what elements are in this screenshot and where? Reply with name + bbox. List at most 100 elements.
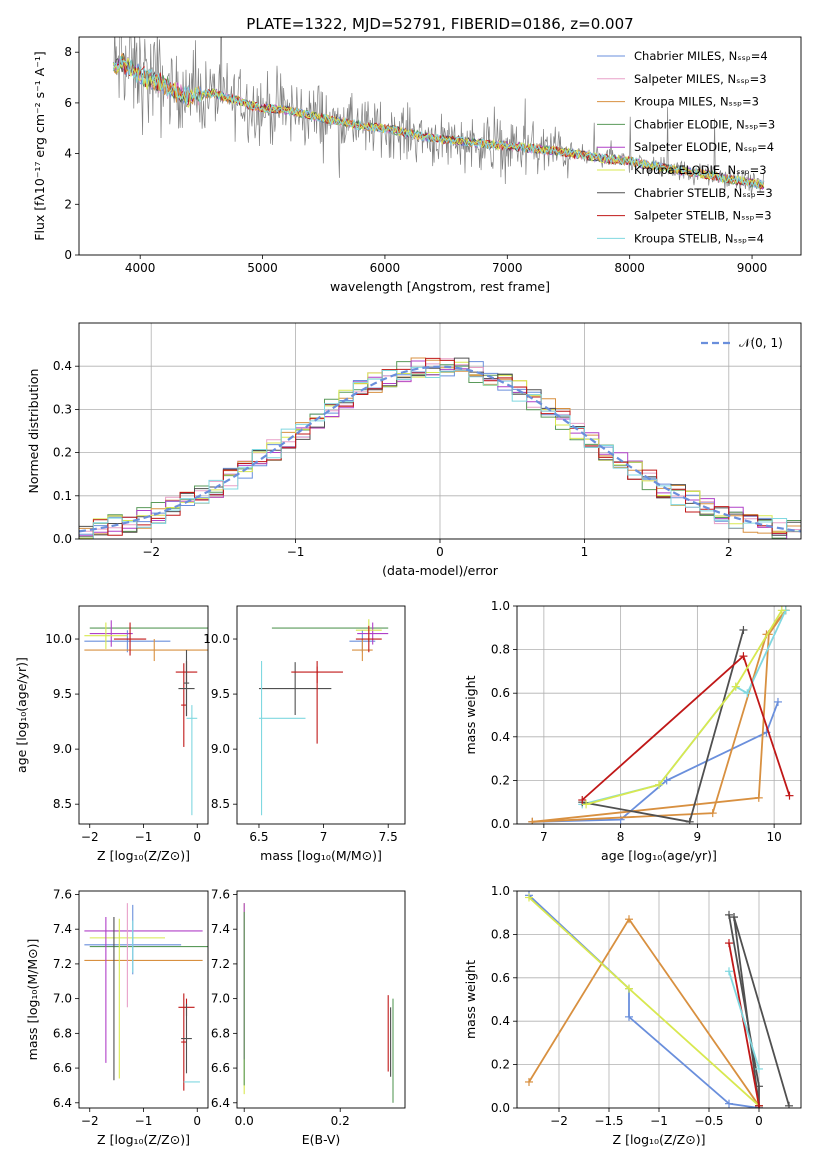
x-tick-label: 8000 <box>614 261 645 275</box>
x-tick-label: 9000 <box>737 261 768 275</box>
axes-frame <box>78 322 802 540</box>
x-tick-label: 1 <box>581 545 589 559</box>
gaussian-reference-curve <box>79 365 801 533</box>
y-tick-label: 7.0 <box>53 992 72 1006</box>
mass-weight-series-line <box>585 609 783 806</box>
x-tick-label: 8 <box>617 830 625 844</box>
x-axis-label: Z [log₁₀(Z/Z⊙)] <box>613 1132 706 1147</box>
y-tick-label: 6.6 <box>211 1061 230 1075</box>
x-tick-label: 7 <box>320 830 328 844</box>
x-tick-label: 6000 <box>370 261 401 275</box>
y-axis-label: mass [log₁₀(M/M⊙)] <box>25 939 40 1061</box>
x-tick-label: 4000 <box>125 261 156 275</box>
y-tick-label: 0.1 <box>53 489 72 503</box>
residual-histogram-panel: −2 −1 0 1 2 0.0 0.1 0.2 0.3 0.4 (data-model)/error… <box>26 322 802 578</box>
legend-entry: Chabrier ELODIE, Nₛₛₚ=3 <box>634 117 775 131</box>
x-tick-label: 2 <box>725 545 733 559</box>
x-axis-label: (data-model)/error <box>382 563 499 578</box>
y-tick-label: 4 <box>64 147 72 161</box>
y-tick-label: 7.6 <box>211 887 230 901</box>
mass-weight-vs-metallicity-panel: −2 −1.5 −1 −0.5 0 0.0 0.2 0.4 0.6 0.8 1.0 Z [log₁₀(… <box>463 884 802 1147</box>
legend-entry: Chabrier STELIB, Nₛₛₚ=3 <box>634 186 773 200</box>
plot-area <box>79 323 801 539</box>
y-tick-label: 0.0 <box>491 1101 510 1115</box>
mass-weight-series-line <box>728 971 760 1070</box>
y-tick-label: 1.0 <box>491 599 510 613</box>
y-tick-label: 0.2 <box>53 446 72 460</box>
figure-title: PLATE=1322, MJD=52791, FIBERID=0186, z=0… <box>246 15 633 33</box>
x-axis-label: mass [log₁₀(M/M⊙)] <box>260 848 382 863</box>
mass-weight-series-line <box>532 609 787 823</box>
y-tick-label: 9.5 <box>211 687 230 701</box>
x-tick-label: −2 <box>81 1114 99 1128</box>
y-tick-label: 0.3 <box>53 402 72 416</box>
y-tick-label: 9.0 <box>53 742 72 756</box>
axes-frame <box>516 605 802 825</box>
y-tick-label: 9.5 <box>53 687 72 701</box>
mass-vs-extinction-panel: 0.0 0.2 6.4 6.6 6.8 7.0 7.2 7.4 7.6 E(B-V) <box>211 887 406 1147</box>
y-axis-label: Flux [fλ10⁻¹⁷ erg cm⁻² s⁻¹ A⁻¹] <box>32 51 47 240</box>
y-tick-label: 8.5 <box>211 797 230 811</box>
plot-area <box>84 620 208 816</box>
y-tick-label: 0.4 <box>491 1014 510 1028</box>
legend-entry: Salpeter ELODIE, Nₛₛₚ=4 <box>634 140 774 154</box>
x-tick-label: −2 <box>81 830 99 844</box>
y-tick-label: 6.8 <box>53 1026 72 1040</box>
spectrum-panel: 4000 5000 6000 7000 8000 9000 0 2 4 6 8 wavelength … <box>32 36 802 294</box>
y-tick-label: 7.4 <box>53 922 72 936</box>
x-tick-label: 0.2 <box>331 1114 350 1128</box>
y-tick-label: 7.4 <box>211 922 230 936</box>
x-tick-label: 9 <box>694 830 702 844</box>
x-tick-label: 0 <box>755 1114 763 1128</box>
y-tick-label: 0.0 <box>491 817 510 831</box>
axes-frame <box>236 605 406 825</box>
residual-histogram-step <box>79 366 801 539</box>
y-tick-label: 0.2 <box>491 773 510 787</box>
x-tick-label: 5000 <box>247 261 278 275</box>
y-axis-label: mass weight <box>463 675 478 754</box>
mass-weight-vs-age-panel: 7 8 9 10 0.0 0.2 0.4 0.6 0.8 1.0 age [log₁₀(age/yr… <box>463 599 802 863</box>
y-tick-label: 6.4 <box>53 1096 72 1110</box>
plot-area <box>112 37 765 195</box>
y-tick-label: 6 <box>64 96 72 110</box>
plot-area <box>517 891 801 1108</box>
legend-entry: Kroupa STELIB, Nₛₛₚ=4 <box>634 231 764 245</box>
y-tick-label: 7.0 <box>211 992 230 1006</box>
y-tick-label: 6.6 <box>53 1061 72 1075</box>
mass-weight-series-line <box>733 916 790 1107</box>
y-axis-label: Normed distribution <box>26 369 41 494</box>
y-tick-label: 0.6 <box>491 686 510 700</box>
legend-entry: Salpeter MILES, Nₛₛₚ=3 <box>634 72 767 86</box>
axes-frame <box>78 890 209 1109</box>
y-tick-label: 0.6 <box>491 971 510 985</box>
x-tick-label: 0 <box>193 830 201 844</box>
legend-entry: Salpeter STELIB, Nₛₛₚ=3 <box>634 209 772 223</box>
y-tick-label: 10.0 <box>45 632 72 646</box>
y-tick-label: 1.0 <box>491 884 510 898</box>
plot-area <box>84 903 208 1091</box>
legend-entry: Kroupa ELODIE, Nₛₛₚ=3 <box>634 163 767 177</box>
y-tick-label: 10.0 <box>203 632 230 646</box>
mass-weight-series-line <box>528 917 760 1107</box>
x-tick-label: −1 <box>135 830 153 844</box>
legend-entry: 𝒩(0, 1) <box>739 336 783 350</box>
plot-area <box>258 619 389 816</box>
y-tick-label: 0.8 <box>491 643 510 657</box>
plot-area <box>243 903 394 1103</box>
axes-frame <box>78 36 802 256</box>
age-vs-mass-panel: 6.5 7 7.5 8.5 9.0 9.5 10.0 mass [log₁₀(M/M⊙)] <box>203 605 406 863</box>
y-tick-label: 2 <box>64 197 72 211</box>
age-vs-metallicity-panel: −2 −1 0 8.5 9.0 9.5 10.0 Z [log₁₀(Z/Z⊙)] age [lo… <box>14 605 209 863</box>
axes-frame <box>236 890 406 1109</box>
y-tick-label: 8.5 <box>53 797 72 811</box>
residual-histogram-step <box>79 357 801 539</box>
y-tick-label: 0.4 <box>491 730 510 744</box>
y-tick-label: 0 <box>64 248 72 262</box>
mass-weight-series-line <box>528 896 760 1107</box>
x-tick-label: 0 <box>193 1114 201 1128</box>
y-tick-label: 0.8 <box>491 927 510 941</box>
mass-weight-series-line <box>728 942 760 1106</box>
mass-weight-series-line <box>733 916 760 1108</box>
x-axis-label: wavelength [Angstrom, rest frame] <box>330 279 550 294</box>
